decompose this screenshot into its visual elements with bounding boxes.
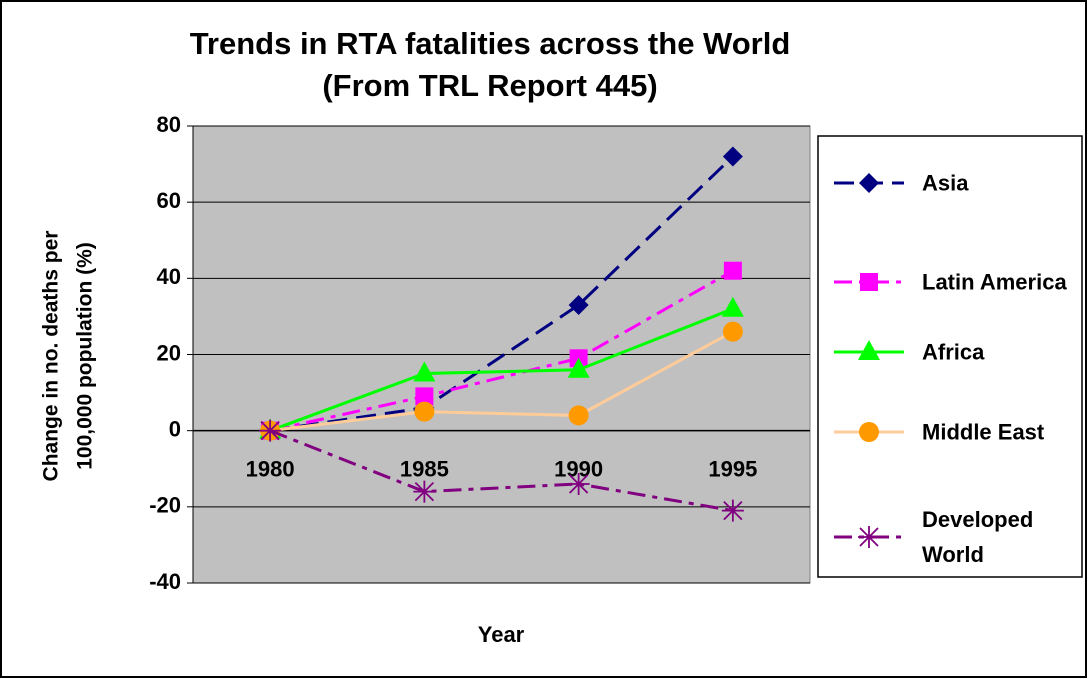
- y-tick-label: 80: [157, 112, 181, 137]
- chart-title: Trends in RTA fatalities across the Worl…: [190, 26, 791, 61]
- legend-marker: [858, 526, 880, 548]
- series-line: [269, 269, 734, 433]
- legend-marker: [860, 273, 878, 291]
- data-point: [722, 321, 743, 342]
- legend-label: Asia: [922, 170, 969, 196]
- y-axis-label: 100,000 population (%): [74, 242, 97, 470]
- data-point: [722, 146, 743, 167]
- data-point: [567, 357, 590, 378]
- y-tick-label: 20: [157, 340, 181, 365]
- x-tick-label: 1985: [400, 456, 449, 481]
- legend-label: Latin America: [922, 269, 1067, 295]
- x-axis-label: Year: [478, 622, 525, 647]
- data-point: [413, 361, 436, 382]
- series-line: [269, 429, 734, 513]
- data-point: [721, 296, 744, 317]
- data-point: [567, 472, 590, 495]
- data-point: [568, 405, 589, 426]
- legend-label: Developed World: [922, 507, 1034, 567]
- y-tick-label: -20: [149, 493, 181, 518]
- legend-label: Africa: [922, 339, 985, 365]
- data-point: [723, 261, 742, 280]
- data-point: [721, 499, 744, 522]
- y-tick-label: 40: [157, 264, 181, 289]
- legend-marker: [859, 422, 879, 442]
- data-point: [259, 419, 282, 442]
- y-tick-label: 0: [169, 416, 181, 441]
- series-line: [269, 155, 734, 433]
- data-point: [413, 480, 436, 503]
- legend-marker: [859, 173, 879, 193]
- y-tick-label: 60: [157, 188, 181, 213]
- chart-title: (From TRL Report 445): [322, 68, 657, 103]
- legend-marker: [858, 340, 880, 360]
- legend-label: Middle East: [922, 419, 1045, 445]
- series-line: [269, 330, 734, 433]
- data-point: [568, 294, 589, 315]
- data-point: [415, 387, 434, 406]
- x-tick-label: 1995: [708, 456, 757, 481]
- series-line: [269, 307, 734, 433]
- y-tick-label: -40: [149, 569, 181, 594]
- data-point: [414, 401, 435, 422]
- y-axis-label: Change in no. deaths per: [40, 231, 63, 482]
- x-tick-label: 1980: [246, 456, 295, 481]
